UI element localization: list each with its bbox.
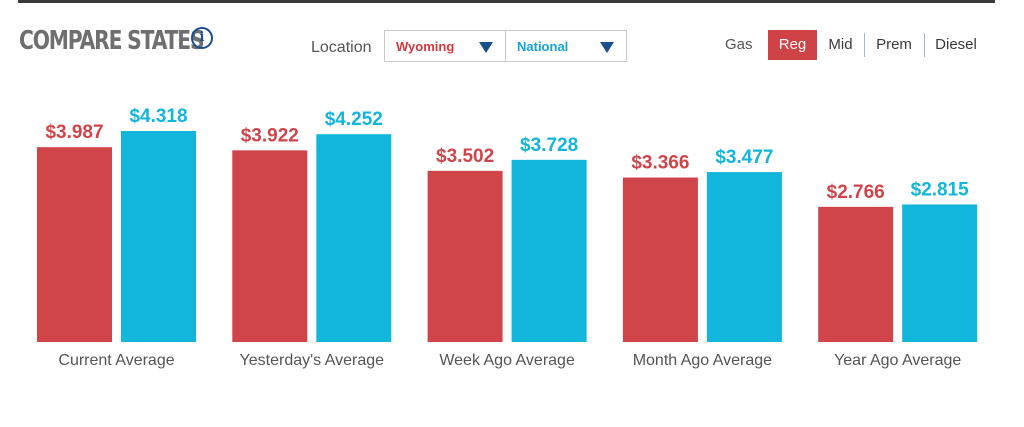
bar-national xyxy=(511,159,587,342)
bar-value-label: $2.766 xyxy=(827,182,885,203)
bar-value-label: $2.815 xyxy=(911,179,970,200)
bar-wyoming xyxy=(427,170,503,342)
fuel-tab-prem[interactable]: Prem xyxy=(876,36,912,53)
comparison-select[interactable]: National xyxy=(505,30,627,62)
fuel-tab-divider xyxy=(864,33,865,57)
bar-value-label: $3.477 xyxy=(715,147,773,168)
bar-value-label: $3.366 xyxy=(631,153,689,174)
bar-national xyxy=(121,131,196,342)
top-divider xyxy=(18,0,995,3)
category-label: Week Ago Average xyxy=(439,352,575,369)
chevron-down-icon xyxy=(479,42,493,53)
page-title: COMPARE STATES xyxy=(19,26,205,56)
comparison-select-value: National xyxy=(517,39,569,54)
bar-value-label: $3.922 xyxy=(241,125,299,146)
category-label: Current Average xyxy=(58,352,174,369)
state-select-value: Wyoming xyxy=(396,39,455,54)
fuel-tab-reg[interactable]: Reg xyxy=(768,30,817,60)
bar-value-label: $3.987 xyxy=(45,122,103,143)
fuel-tab-mid[interactable]: Mid xyxy=(828,36,853,53)
bar-national xyxy=(316,134,392,342)
fuel-tab-diesel[interactable]: Diesel xyxy=(935,36,977,53)
bar-wyoming xyxy=(232,150,308,342)
bar-wyoming xyxy=(37,147,112,342)
fuel-type-label: Gas xyxy=(725,36,753,53)
chevron-down-icon xyxy=(600,42,614,53)
category-label: Month Ago Average xyxy=(633,352,772,369)
bar-wyoming xyxy=(622,177,698,342)
bar-national xyxy=(902,204,978,342)
category-label: Yesterday's Average xyxy=(240,352,385,369)
category-label: Year Ago Average xyxy=(834,352,961,369)
info-icon[interactable]: i xyxy=(191,27,213,49)
location-label: Location xyxy=(311,39,372,56)
bar-value-label: $3.728 xyxy=(520,135,578,156)
bar-value-label: $3.502 xyxy=(436,146,494,167)
bar-value-label: $4.252 xyxy=(325,109,383,130)
bar-national xyxy=(706,172,782,342)
fuel-tab-divider xyxy=(924,33,925,57)
bar-wyoming xyxy=(818,206,894,342)
bar-value-label: $4.318 xyxy=(129,106,187,127)
